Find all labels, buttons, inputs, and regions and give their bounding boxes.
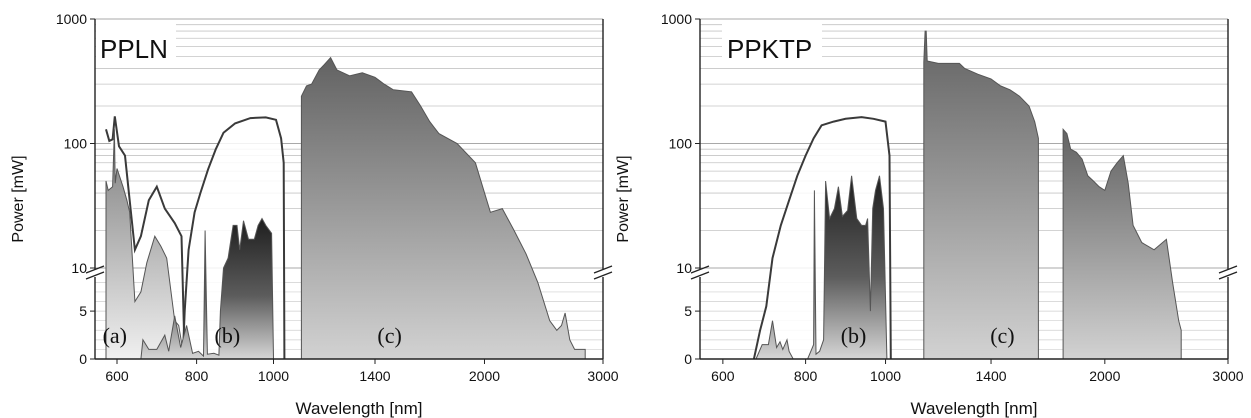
axis-break-gap — [692, 269, 708, 277]
series-area — [300, 56, 586, 360]
chart-panel-ppln: PPLN 10 100 1000 0 5 600 800 1000 1400 2000 3000 Wav… — [10, 11, 619, 418]
series-area — [1062, 127, 1182, 360]
y-tick-label: 5 — [79, 303, 87, 319]
chart-title: PPLN — [100, 34, 168, 64]
chart-title: PPKTP — [727, 34, 812, 64]
chart-panel-ppktp: PPKTP 10 100 1000 0 5 600 800 1000 1400 2000 3000 Wa… — [615, 11, 1244, 418]
axis-break-gap — [1220, 269, 1236, 277]
x-tick-label: 3000 — [587, 368, 618, 384]
y-axis-label: Power [mW] — [10, 155, 27, 242]
axis-break-mark — [85, 271, 105, 280]
region-label: (c) — [377, 323, 401, 348]
x-tick-label: 1000 — [870, 368, 901, 384]
y-tick-label: 1000 — [661, 11, 692, 27]
y-tick-label: 0 — [684, 351, 692, 367]
region-label: (a) — [103, 323, 127, 348]
series-area — [755, 175, 888, 360]
x-tick-label: 3000 — [1212, 368, 1243, 384]
axis-break-mark — [690, 271, 710, 280]
y-axis-label: Power [mW] — [615, 155, 632, 242]
axis-break-gap — [595, 269, 611, 277]
y-tick-label: 0 — [79, 351, 87, 367]
series-area — [105, 129, 186, 360]
y-tick-label: 5 — [684, 303, 692, 319]
title-background — [96, 22, 176, 66]
y-tick-label: 10 — [71, 260, 87, 276]
axis-break-mark — [85, 265, 105, 274]
x-tick-label: 800 — [185, 368, 209, 384]
region-label: (b) — [215, 323, 241, 348]
x-tick-label: 2000 — [469, 368, 500, 384]
axis-break-mark — [593, 265, 613, 274]
x-tick-label: 600 — [711, 368, 735, 384]
axis-break-gap — [87, 269, 103, 277]
series-area — [140, 217, 275, 360]
y-tick-label: 10 — [676, 260, 692, 276]
axis-break-mark — [1218, 265, 1238, 274]
region-label: (b) — [841, 323, 867, 348]
axis-break-mark — [593, 271, 613, 280]
x-tick-label: 2000 — [1089, 368, 1120, 384]
title-background — [722, 22, 822, 66]
series-area — [923, 30, 1039, 360]
x-tick-label: 1400 — [975, 368, 1006, 384]
axis-break-mark — [690, 265, 710, 274]
x-tick-label: 800 — [794, 368, 818, 384]
x-axis-label: Wavelength [nm] — [296, 399, 423, 418]
region-label: (c) — [990, 323, 1014, 348]
y-tick-label: 1000 — [56, 11, 87, 27]
x-tick-label: 1000 — [258, 368, 289, 384]
y-tick-label: 100 — [669, 136, 693, 152]
x-tick-label: 600 — [105, 368, 129, 384]
x-axis-label: Wavelength [nm] — [911, 399, 1038, 418]
y-tick-label: 100 — [64, 136, 88, 152]
x-tick-label: 1400 — [359, 368, 390, 384]
axis-break-mark — [1218, 271, 1238, 280]
